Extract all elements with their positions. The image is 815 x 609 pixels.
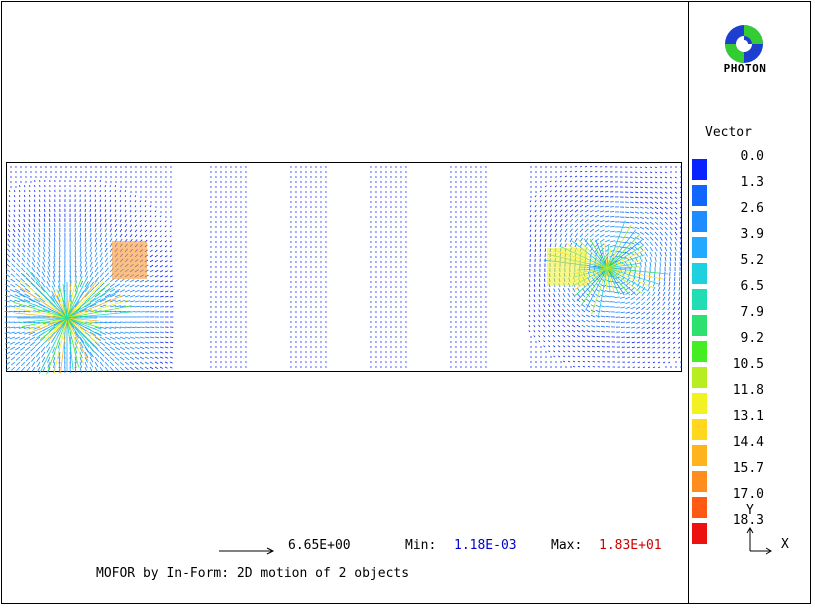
legend-value: 0.0 xyxy=(740,149,764,164)
axis-x-label: X xyxy=(781,537,789,552)
legend-swatch xyxy=(692,367,707,388)
legend-swatch xyxy=(692,185,707,206)
velocity-patch xyxy=(112,241,147,279)
legend-swatch xyxy=(692,523,707,544)
legend-swatch xyxy=(692,237,707,258)
legend-value: 9.2 xyxy=(740,331,764,346)
vector-field xyxy=(4,165,683,375)
vector-strokes xyxy=(571,220,649,318)
legend-swatch xyxy=(692,159,707,180)
legend-swatch xyxy=(692,341,707,362)
axis-y-label: Y xyxy=(746,503,754,518)
legend-value: 2.6 xyxy=(740,201,764,216)
caption: MOFOR by In-Form: 2D motion of 2 objects xyxy=(96,566,410,581)
legend-value: 7.9 xyxy=(740,305,764,320)
min-value: 1.18E-03 xyxy=(454,538,517,553)
plot-domain[interactable] xyxy=(4,162,683,375)
legend-value: 17.0 xyxy=(732,487,764,502)
legend-value: 6.5 xyxy=(740,279,764,294)
legend-value: 13.1 xyxy=(732,409,764,424)
legend-swatch xyxy=(692,419,707,440)
legend-swatch xyxy=(692,289,707,310)
axis-triad-icon xyxy=(746,527,772,555)
legend-value: 14.4 xyxy=(732,435,764,450)
legend-swatch xyxy=(692,211,707,232)
legend-value: 3.9 xyxy=(740,227,764,242)
vector-strokes xyxy=(15,279,124,374)
legend-swatch xyxy=(692,315,707,336)
vector-strokes xyxy=(574,224,643,315)
logo-text: PHOTON xyxy=(723,62,767,75)
legend-value: 11.8 xyxy=(732,383,764,398)
reference-vector-value: 6.65E+00 xyxy=(288,538,351,553)
min-label: Min: xyxy=(405,538,437,553)
photon-logo-icon xyxy=(725,25,763,63)
legend-swatch xyxy=(692,471,707,492)
legend-title: Vector xyxy=(705,125,752,140)
vector-strokes xyxy=(14,242,654,375)
max-value: 1.83E+01 xyxy=(599,538,662,553)
legend-swatch xyxy=(692,497,707,518)
velocity-patch xyxy=(547,248,587,286)
legend-value: 1.3 xyxy=(740,175,764,190)
legend-value: 15.7 xyxy=(732,461,764,476)
vector-strokes xyxy=(13,245,660,375)
panel-divider xyxy=(688,1,689,604)
legend-value: 5.2 xyxy=(740,253,764,268)
legend-swatch xyxy=(692,393,707,414)
legend-swatch xyxy=(692,445,707,466)
legend-value: 10.5 xyxy=(732,357,764,372)
legend-swatch xyxy=(692,263,707,284)
legend-value: 18.3 xyxy=(732,513,764,528)
reference-vector-arrow xyxy=(219,547,275,555)
vector-strokes xyxy=(13,234,640,375)
vector-strokes xyxy=(7,165,683,370)
max-label: Max: xyxy=(551,538,583,553)
